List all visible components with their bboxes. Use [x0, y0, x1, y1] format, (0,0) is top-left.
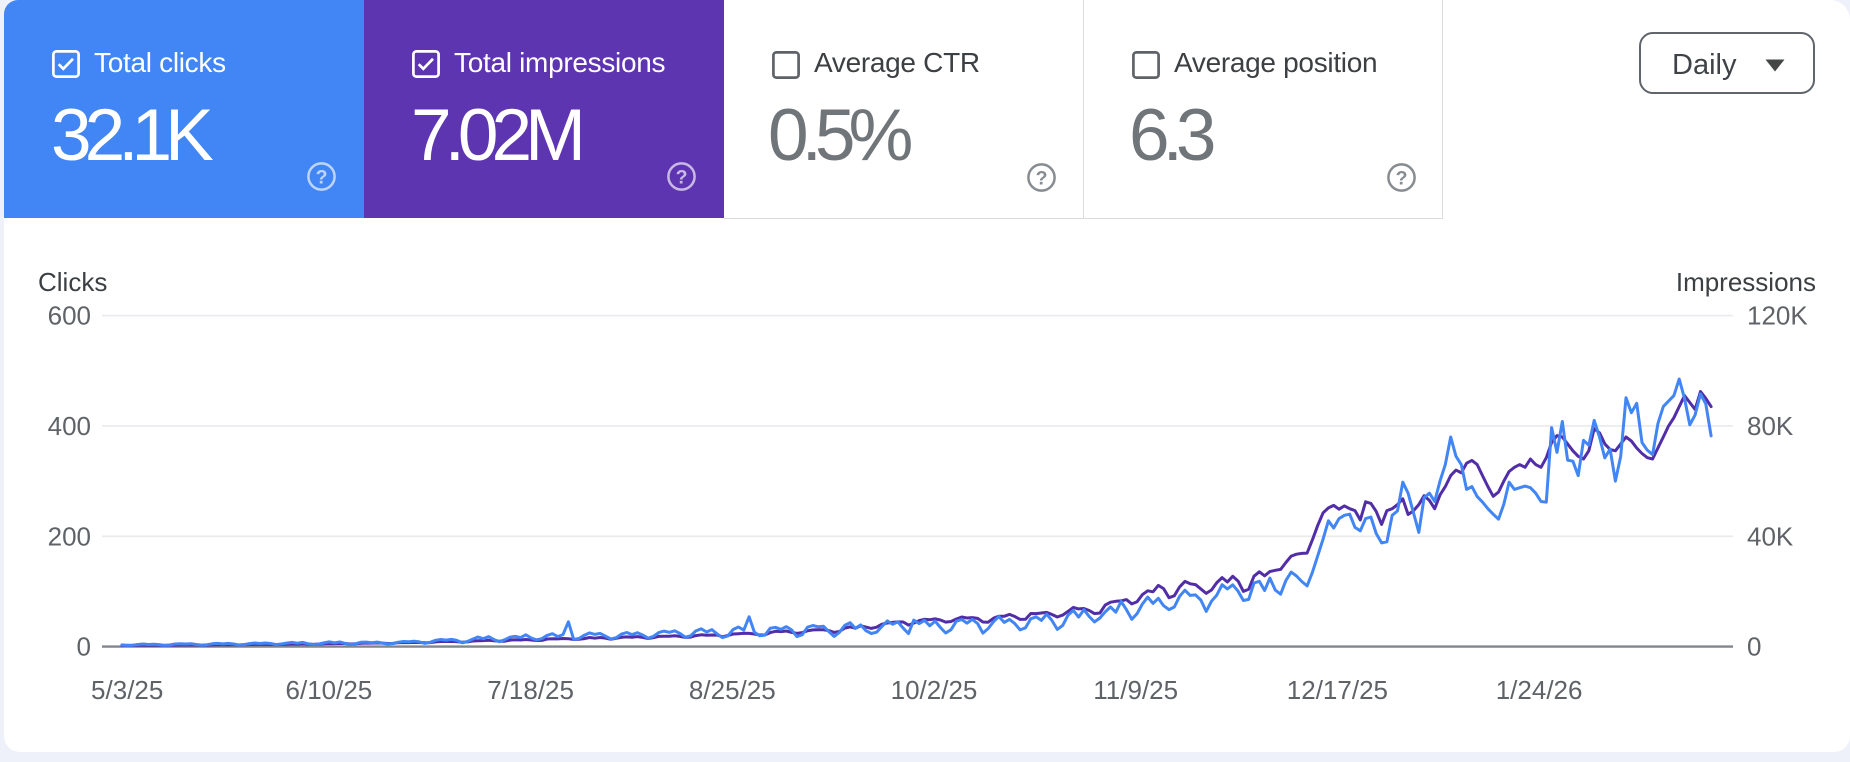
svg-text:8/25/25: 8/25/25 — [689, 675, 776, 705]
svg-text:200: 200 — [48, 521, 91, 551]
svg-text:?: ? — [1036, 168, 1048, 190]
svg-text:40K: 40K — [1747, 521, 1794, 551]
svg-text:1/24/26: 1/24/26 — [1496, 675, 1583, 705]
svg-text:?: ? — [1396, 168, 1408, 190]
svg-text:120K: 120K — [1747, 301, 1808, 331]
svg-text:5/3/25: 5/3/25 — [91, 675, 163, 705]
svg-text:0: 0 — [77, 632, 91, 662]
svg-text:6/10/25: 6/10/25 — [286, 675, 373, 705]
svg-text:Impressions: Impressions — [1676, 267, 1816, 297]
svg-text:11/9/25: 11/9/25 — [1093, 675, 1178, 705]
svg-text:12/17/25: 12/17/25 — [1287, 675, 1388, 705]
svg-text:?: ? — [676, 167, 688, 189]
svg-text:80K: 80K — [1747, 411, 1794, 441]
svg-text:600: 600 — [48, 301, 91, 331]
svg-text:?: ? — [316, 167, 328, 189]
svg-text:Clicks: Clicks — [38, 267, 107, 297]
svg-text:7/18/25: 7/18/25 — [487, 675, 574, 705]
svg-text:400: 400 — [48, 411, 91, 441]
svg-text:0: 0 — [1747, 632, 1761, 662]
svg-text:10/2/25: 10/2/25 — [891, 675, 978, 705]
